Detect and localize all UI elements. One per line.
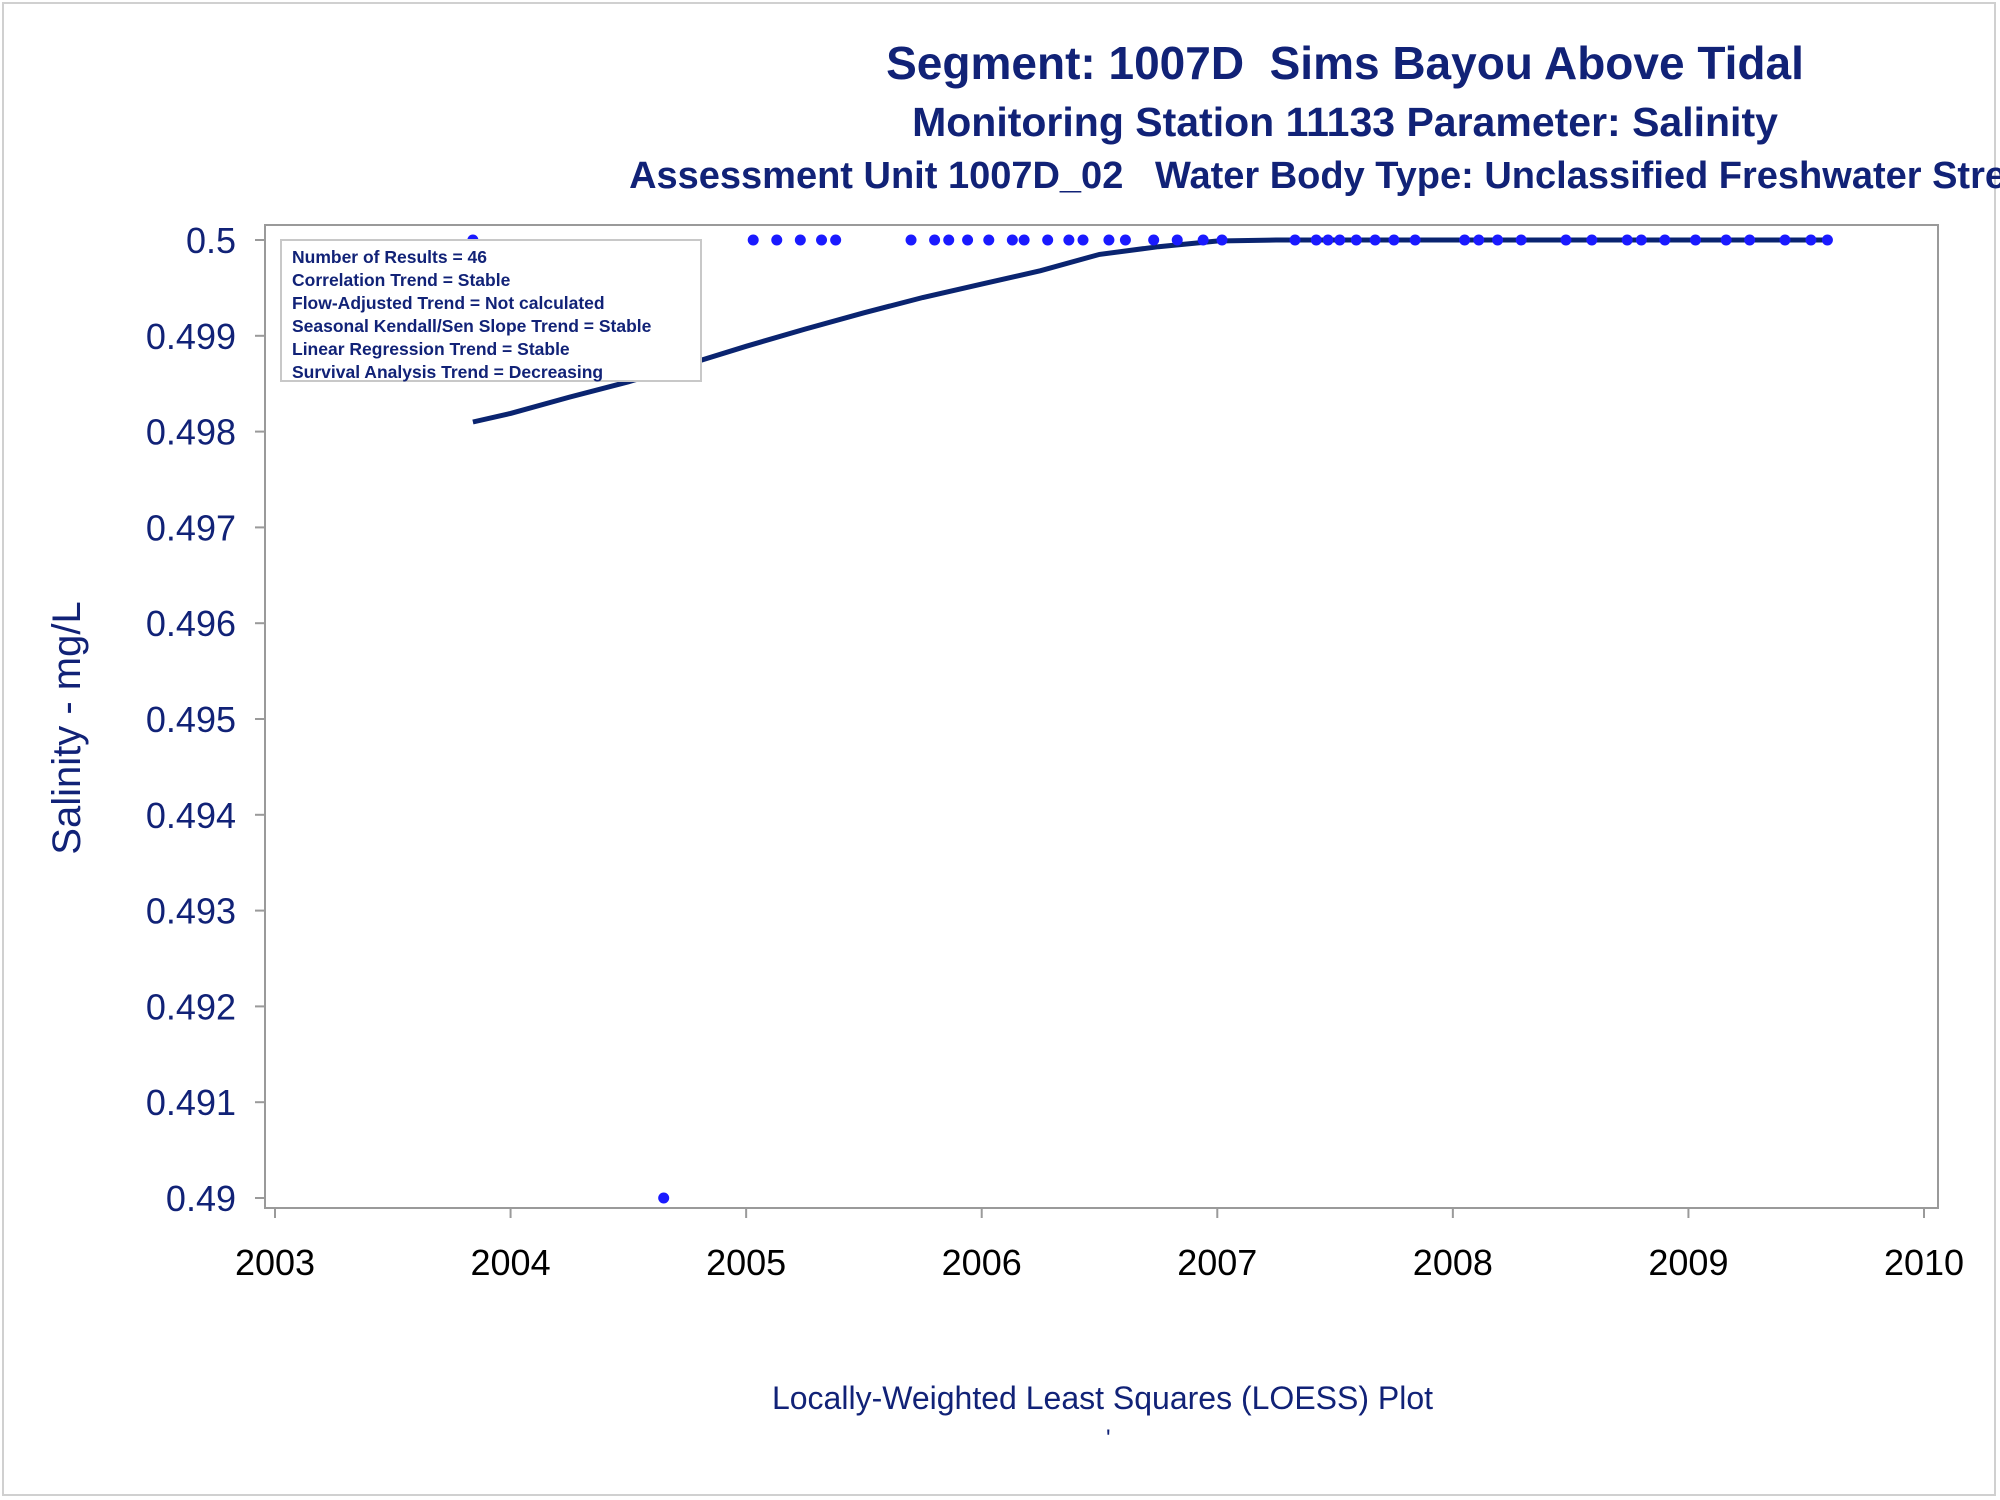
y-tick-label: 0.5 xyxy=(186,220,236,261)
data-point xyxy=(1171,234,1183,246)
y-axis-label: Salinity - mg/L xyxy=(45,601,89,854)
x-tick-label: 2006 xyxy=(942,1242,1022,1283)
legend-seasonal-kendall-trend: Seasonal Kendall/Sen Slope Trend = Stabl… xyxy=(292,316,652,336)
data-point xyxy=(1720,234,1732,246)
data-point xyxy=(658,1192,670,1204)
data-point xyxy=(1369,234,1381,246)
data-point xyxy=(1006,234,1018,246)
data-point xyxy=(1018,234,1030,246)
data-point xyxy=(929,234,941,246)
y-axis: 0.49 0.491 0.492 0.493 0.494 0.495 0.496 0.497 0… xyxy=(146,220,265,1219)
data-point xyxy=(1077,234,1089,246)
data-point xyxy=(1805,234,1817,246)
x-axis: 2003 2004 2005 2006 2007 2008 2009 2010 xyxy=(235,1208,1964,1283)
trend-summary-box: Number of Results = 46 Correlation Trend… xyxy=(280,239,702,382)
chart-title: Segment: 1007D Sims Bayou Above Tidal xyxy=(886,37,1804,89)
data-point xyxy=(1635,234,1647,246)
data-point xyxy=(771,234,783,246)
y-tick-label: 0.499 xyxy=(146,316,236,357)
data-point xyxy=(1197,234,1209,246)
data-point xyxy=(1659,234,1671,246)
data-point xyxy=(1388,234,1400,246)
data-point xyxy=(1459,234,1471,246)
legend-linear-regression-trend: Linear Regression Trend = Stable xyxy=(292,339,570,359)
data-point xyxy=(1310,234,1322,246)
y-tick-label: 0.494 xyxy=(146,795,236,836)
data-point xyxy=(1621,234,1633,246)
data-point xyxy=(983,234,995,246)
y-tick-label: 0.496 xyxy=(146,603,236,644)
data-point xyxy=(1148,234,1160,246)
plot-footnote: Locally-Weighted Least Squares (LOESS) P… xyxy=(771,1380,1434,1416)
y-tick-label: 0.491 xyxy=(146,1082,236,1123)
legend-number-of-results: Number of Results = 46 xyxy=(292,247,487,267)
data-point xyxy=(1063,234,1075,246)
y-tick-label: 0.495 xyxy=(146,699,236,740)
chart-subtitle-station: Monitoring Station 11133 Parameter: Sali… xyxy=(912,99,1778,145)
footnote-mark: ' xyxy=(1106,1425,1111,1452)
x-tick-label: 2010 xyxy=(1884,1242,1964,1283)
chart-subtitle-assessment: Assessment Unit 1007D_02 Water Body Type… xyxy=(629,155,2000,197)
data-point xyxy=(1779,234,1791,246)
data-point xyxy=(962,234,974,246)
data-point xyxy=(816,234,828,246)
data-points xyxy=(467,234,1833,1204)
legend-flow-adjusted-trend: Flow-Adjusted Trend = Not calculated xyxy=(292,293,605,313)
data-point xyxy=(1409,234,1421,246)
x-tick-label: 2005 xyxy=(706,1242,786,1283)
data-point xyxy=(1744,234,1756,246)
legend-correlation-trend: Correlation Trend = Stable xyxy=(292,270,511,290)
data-point xyxy=(943,234,955,246)
data-point xyxy=(1119,234,1131,246)
data-point xyxy=(1103,234,1115,246)
legend-survival-analysis-trend: Survival Analysis Trend = Decreasing xyxy=(292,362,604,382)
x-tick-label: 2003 xyxy=(235,1242,315,1283)
x-tick-label: 2007 xyxy=(1177,1242,1257,1283)
data-point xyxy=(794,234,806,246)
data-point xyxy=(1350,234,1362,246)
data-point xyxy=(1689,234,1701,246)
data-point xyxy=(1515,234,1527,246)
y-tick-label: 0.49 xyxy=(166,1178,236,1219)
data-point xyxy=(1334,234,1346,246)
loess-curve xyxy=(472,237,1828,425)
y-tick-label: 0.493 xyxy=(146,891,236,932)
x-tick-label: 2004 xyxy=(471,1242,551,1283)
data-point xyxy=(1322,234,1334,246)
y-tick-label: 0.497 xyxy=(146,507,236,548)
y-tick-label: 0.492 xyxy=(146,986,236,1027)
x-tick-label: 2009 xyxy=(1648,1242,1728,1283)
data-point xyxy=(1042,234,1054,246)
x-tick-label: 2008 xyxy=(1413,1242,1493,1283)
data-point xyxy=(1289,234,1301,246)
data-point xyxy=(1492,234,1504,246)
data-point xyxy=(830,234,842,246)
data-point xyxy=(747,234,759,246)
data-point xyxy=(1586,234,1598,246)
data-point xyxy=(1216,234,1228,246)
data-point xyxy=(1473,234,1485,246)
y-tick-label: 0.498 xyxy=(146,412,236,453)
data-point xyxy=(1560,234,1572,246)
data-point xyxy=(1821,234,1833,246)
data-point xyxy=(905,234,917,246)
plot-area xyxy=(264,224,1939,1209)
